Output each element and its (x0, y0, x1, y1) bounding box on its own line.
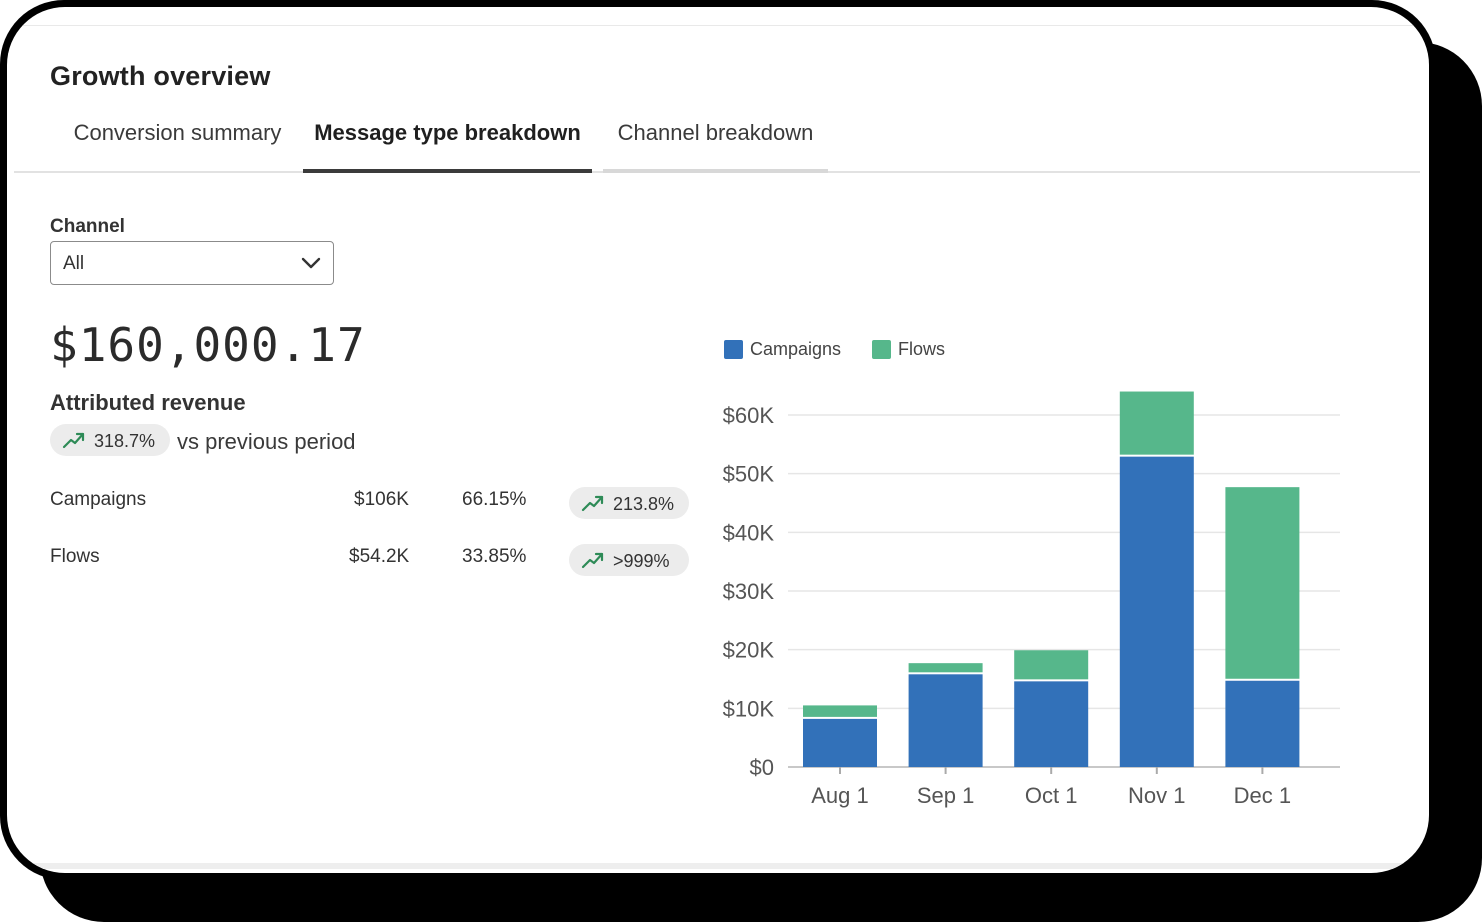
breakdown-revenue: $54.2K (349, 546, 410, 567)
y-tick-label: $50K (723, 462, 775, 487)
x-tick-label: Dec 1 (1234, 783, 1291, 808)
breakdown-change-badge: >999% (569, 544, 689, 576)
attributed-revenue-value: $160,000.17 (50, 318, 366, 372)
bar-campaigns (1014, 681, 1089, 767)
channel-select-value: All (63, 253, 85, 274)
bar-flows (1014, 650, 1089, 680)
bar-campaigns (908, 674, 983, 767)
tab-conversion-summary[interactable]: Conversion summary (54, 110, 301, 171)
tab-label: Channel breakdown (617, 120, 814, 145)
card-inner-bottom-edge (21, 863, 1427, 869)
tab-indicator (603, 169, 828, 173)
bar-campaigns (803, 718, 877, 767)
revenue-change-badge: 318.7% (50, 424, 170, 456)
tab-label: Message type breakdown (314, 120, 581, 145)
tab-label: Conversion summary (73, 120, 282, 145)
breakdown-name: Flows (50, 546, 100, 567)
revenue-stacked-bar-chart: $0 $10K $20K $30K $40K $50K $60K Aug 1 Sep 1 Oct … (700, 320, 1380, 820)
breakdown-name: Campaigns (50, 489, 147, 510)
x-tick-label: Aug 1 (811, 783, 869, 808)
attributed-revenue-label: Attributed revenue (50, 390, 246, 415)
revenue-change-value: 318.7% (94, 431, 156, 451)
trending-up-icon (581, 495, 604, 512)
page-title: Growth overview (50, 61, 271, 91)
y-tick-label: $30K (723, 579, 775, 604)
tab-channel-breakdown[interactable]: Channel breakdown (603, 110, 828, 173)
card-inner-top-edge (21, 25, 1427, 26)
breakdown-share: 66.15% (462, 489, 527, 510)
x-tick-label: Nov 1 (1128, 783, 1185, 808)
bar-flows (1225, 487, 1300, 679)
bar-flows (803, 705, 877, 717)
chevron-down-icon (301, 257, 321, 269)
legend-swatch-flows (872, 340, 891, 359)
bar-campaigns (1119, 456, 1194, 767)
y-tick-label: $0 (750, 755, 774, 780)
x-tick-label: Sep 1 (917, 783, 975, 808)
bar-campaigns (1225, 680, 1300, 767)
breakdown-share: 33.85% (462, 546, 527, 567)
tab-bar: Conversion summary Message type breakdow… (14, 110, 1420, 173)
trending-up-icon (581, 552, 604, 569)
breakdown-change-badge: 213.8% (569, 487, 689, 519)
tab-indicator (54, 169, 301, 173)
tab-message-type-breakdown[interactable]: Message type breakdown (303, 110, 592, 173)
bar-flows (908, 663, 983, 673)
y-tick-label: $20K (723, 638, 775, 663)
breakdown-revenue: $106K (354, 489, 409, 510)
y-tick-label: $60K (723, 403, 775, 428)
bar-flows (1119, 391, 1194, 455)
legend-label-campaigns: Campaigns (750, 339, 841, 359)
channel-filter-label: Channel (50, 216, 125, 237)
tab-indicator-active (303, 169, 592, 173)
breakdown-change-value: 213.8% (613, 494, 675, 514)
comparison-label: vs previous period (177, 429, 356, 454)
trending-up-icon (62, 432, 85, 449)
legend-swatch-campaigns (724, 340, 743, 359)
x-tick-label: Oct 1 (1025, 783, 1078, 808)
breakdown-change-value: >999% (613, 551, 670, 571)
y-tick-label: $40K (723, 520, 775, 545)
channel-select[interactable]: All (50, 241, 334, 285)
y-tick-label: $10K (723, 696, 775, 721)
chart-canvas: $0 $10K $20K $30K $40K $50K $60K Aug 1 Sep 1 Oct … (723, 339, 1340, 808)
legend-label-flows: Flows (898, 339, 945, 359)
